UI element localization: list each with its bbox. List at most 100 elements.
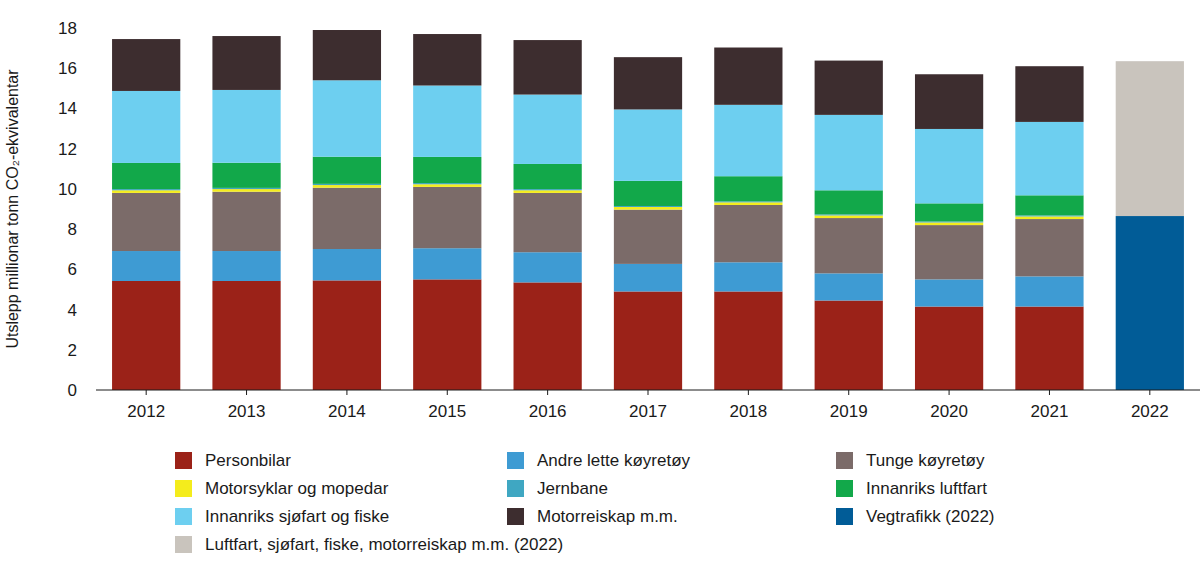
bar-segment: [1015, 216, 1083, 219]
x-tick: [346, 390, 347, 395]
x-tick: [547, 390, 548, 395]
legend-label: Personbilar: [205, 451, 291, 470]
x-tick-label: 2020: [930, 402, 968, 421]
bar-segment: [614, 210, 682, 264]
bar-segment: [1015, 195, 1083, 215]
bar-segment: [915, 74, 983, 129]
bar-segment: [212, 188, 280, 189]
bar-segment: [915, 307, 983, 390]
bar-segment: [1015, 215, 1083, 216]
bar-segment: [915, 203, 983, 221]
x-tick-label: 2019: [830, 402, 868, 421]
legend-label: Innanriks luftfart: [866, 479, 987, 498]
bar-segment: [915, 222, 983, 225]
bar-segment: [815, 301, 883, 390]
bar-segment: [413, 157, 481, 183]
x-tick: [246, 390, 247, 395]
legend-label: Andre lette køyretøy: [537, 451, 691, 470]
x-tick-label: 2022: [1131, 402, 1169, 421]
x-tick-label: 2013: [228, 402, 266, 421]
legend-swatch: [175, 452, 192, 469]
bar-segment: [815, 218, 883, 273]
x-tick: [146, 390, 147, 395]
legend-label: Innanriks sjøfart og fiske: [205, 507, 389, 526]
bar-segment: [112, 163, 180, 189]
y-tick-label: 0: [68, 381, 77, 400]
bar-segment: [112, 281, 180, 390]
bar-segment: [815, 61, 883, 115]
legend-swatch: [507, 480, 524, 497]
bar-segment: [112, 190, 180, 193]
bar-segment: [212, 36, 280, 90]
bar-segment: [514, 252, 582, 282]
bar-segment: [212, 90, 280, 163]
bar-segment: [1015, 219, 1083, 276]
y-tick-label: 6: [68, 260, 77, 279]
bar-segment: [313, 184, 381, 185]
x-tick: [648, 390, 649, 395]
legend-swatch: [507, 508, 524, 525]
bar-segment: [313, 249, 381, 280]
bar-segment: [1116, 216, 1184, 390]
y-tick-label: 12: [58, 140, 77, 159]
y-axis: 024681012141618: [58, 19, 77, 400]
legend-label: Luftfart, sjøfart, fiske, motorreiskap m…: [205, 535, 563, 554]
bar-segment: [1015, 276, 1083, 306]
legend-label: Motorreiskap m.m.: [537, 507, 678, 526]
bar-segment: [112, 193, 180, 251]
x-tick-label: 2017: [629, 402, 667, 421]
x-tick: [447, 390, 448, 395]
bar-segment: [413, 187, 481, 248]
y-tick-label: 18: [58, 19, 77, 38]
bar-segment: [112, 189, 180, 190]
bar-segment: [514, 95, 582, 164]
bar-segment: [413, 279, 481, 390]
y-tick-label: 4: [68, 301, 77, 320]
bar-segment: [815, 215, 883, 218]
bar-segment: [1015, 307, 1083, 390]
bar-segment: [714, 176, 782, 201]
bar-segment: [413, 183, 481, 184]
y-tick-label: 14: [58, 99, 77, 118]
bar-segment: [313, 157, 381, 184]
bar-segment: [1015, 122, 1083, 195]
bar-segment: [915, 279, 983, 306]
x-tick: [949, 390, 950, 395]
legend-swatch: [836, 452, 853, 469]
bar-segment: [212, 251, 280, 281]
y-tick-label: 2: [68, 341, 77, 360]
legend-swatch: [175, 508, 192, 525]
x-tick-label: 2016: [529, 402, 567, 421]
legend-label: Jernbane: [537, 479, 608, 498]
bar-segment: [514, 282, 582, 390]
x-tick-label: 2021: [1031, 402, 1069, 421]
bar-segment: [614, 206, 682, 207]
x-tick: [1049, 390, 1050, 395]
bar-segment: [212, 192, 280, 251]
bar-segment: [1015, 66, 1083, 122]
bar-segment: [714, 205, 782, 262]
bar-segment: [915, 221, 983, 222]
bar-segment: [1116, 61, 1184, 216]
bar-segment: [313, 188, 381, 249]
bar-segment: [915, 129, 983, 203]
bar-segment: [313, 280, 381, 390]
bar-segment: [714, 201, 782, 202]
bars: [112, 30, 1184, 390]
bar-segment: [815, 273, 883, 300]
x-axis: 2012201320142015201620172018201920202021…: [96, 390, 1200, 421]
bar-segment: [212, 163, 280, 188]
legend-swatch: [175, 536, 192, 553]
legend-swatch: [836, 480, 853, 497]
bar-segment: [413, 34, 481, 85]
bar-segment: [514, 164, 582, 189]
x-tick: [748, 390, 749, 395]
chart: 024681012141618Utslepp millionar tonn CO…: [0, 0, 1200, 571]
legend-label: Vegtrafikk (2022): [866, 507, 995, 526]
legend-label: Motorsyklar og mopedar: [205, 479, 389, 498]
legend-swatch: [175, 480, 192, 497]
y-axis-title: Utslepp millionar tonn CO₂-ekvivalentar: [4, 69, 21, 349]
x-tick-label: 2014: [328, 402, 366, 421]
bar-segment: [413, 248, 481, 279]
legend: PersonbilarAndre lette køyretøyTunge køy…: [175, 451, 995, 554]
